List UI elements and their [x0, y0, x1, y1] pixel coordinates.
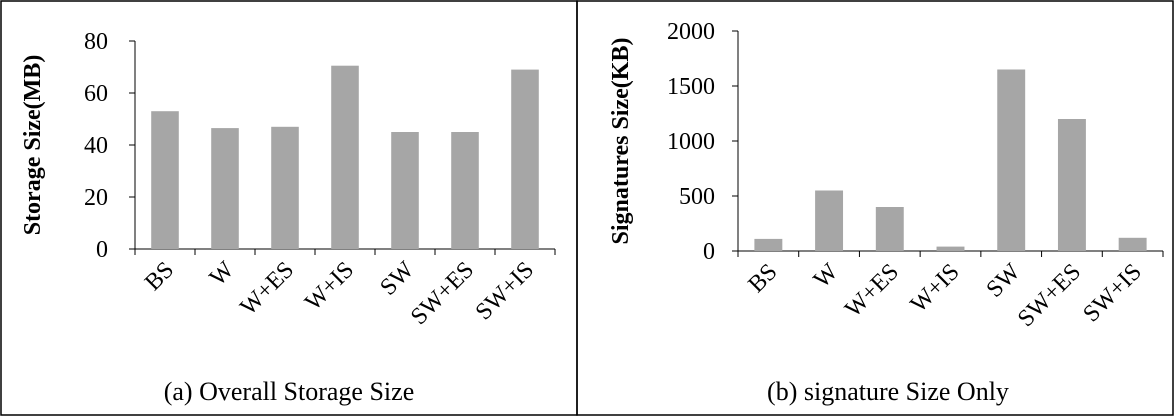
panel-a-category-label: SW+IS — [471, 257, 540, 326]
panel-b-y-tick-label: 1500 — [667, 74, 715, 100]
panel-a-bar — [331, 65, 359, 249]
panel-a-category-label: BS — [140, 257, 179, 296]
panel-a-caption: (a) Overall Storage Size — [164, 377, 415, 406]
panel-b-y-tick-label: 500 — [679, 184, 715, 210]
panel-b-bar — [936, 246, 965, 251]
panel-b-category-label: SW+IS — [1078, 259, 1147, 328]
panel-a-category-label: SW+ES — [406, 257, 479, 330]
panel-b-bar — [997, 69, 1026, 251]
panel-b-category-label: SW+ES — [1013, 259, 1086, 332]
panel-a-y-tick-label: 0 — [96, 237, 108, 263]
panel-a-y-tick-label: 80 — [84, 29, 108, 55]
panel-b-caption: (b) signature Size Only — [767, 377, 1009, 406]
panel-b-bar — [754, 238, 783, 251]
panel-b-y-tick-label: 2000 — [667, 19, 715, 45]
panel-a-category-label: W+ES — [235, 257, 299, 321]
panel-b-category-label: W+IS — [906, 259, 965, 318]
panel-b-bar — [875, 207, 904, 251]
panel-b-y-tick-label: 0 — [703, 239, 715, 265]
panel-b-category-label: SW — [982, 259, 1026, 303]
panel-a-bar — [271, 126, 299, 249]
panel-b-category-label: W+ES — [840, 259, 904, 323]
panel-a-bar — [451, 132, 479, 249]
panel-b-bar — [1118, 237, 1147, 251]
panel-b-bar — [815, 190, 844, 251]
panel-b-category-label: W — [809, 259, 844, 294]
panel-b-frame — [576, 0, 1174, 416]
panel-a-y-tick-label: 20 — [84, 185, 108, 211]
panel-a-category-label: SW — [375, 257, 419, 301]
panel-b-category-label: BS — [743, 259, 782, 298]
panel-a-category-label: W+IS — [300, 257, 359, 316]
panel-a-bar — [211, 128, 239, 249]
panel-a-category-label: W — [205, 257, 240, 292]
panel-b-bar — [1057, 119, 1086, 251]
panel-a-bar — [511, 69, 539, 249]
panel-b-y-axis-label: Signatures Size(KB) — [608, 38, 634, 245]
panel-a-y-tick-label: 40 — [84, 133, 108, 159]
panel-a-bar — [391, 132, 419, 249]
panel-a-y-tick-label: 60 — [84, 81, 108, 107]
panel-a-y-axis-label: Storage Size(MB) — [20, 55, 46, 236]
panel-b-y-tick-label: 1000 — [667, 129, 715, 155]
panel-a-bar — [151, 111, 179, 249]
